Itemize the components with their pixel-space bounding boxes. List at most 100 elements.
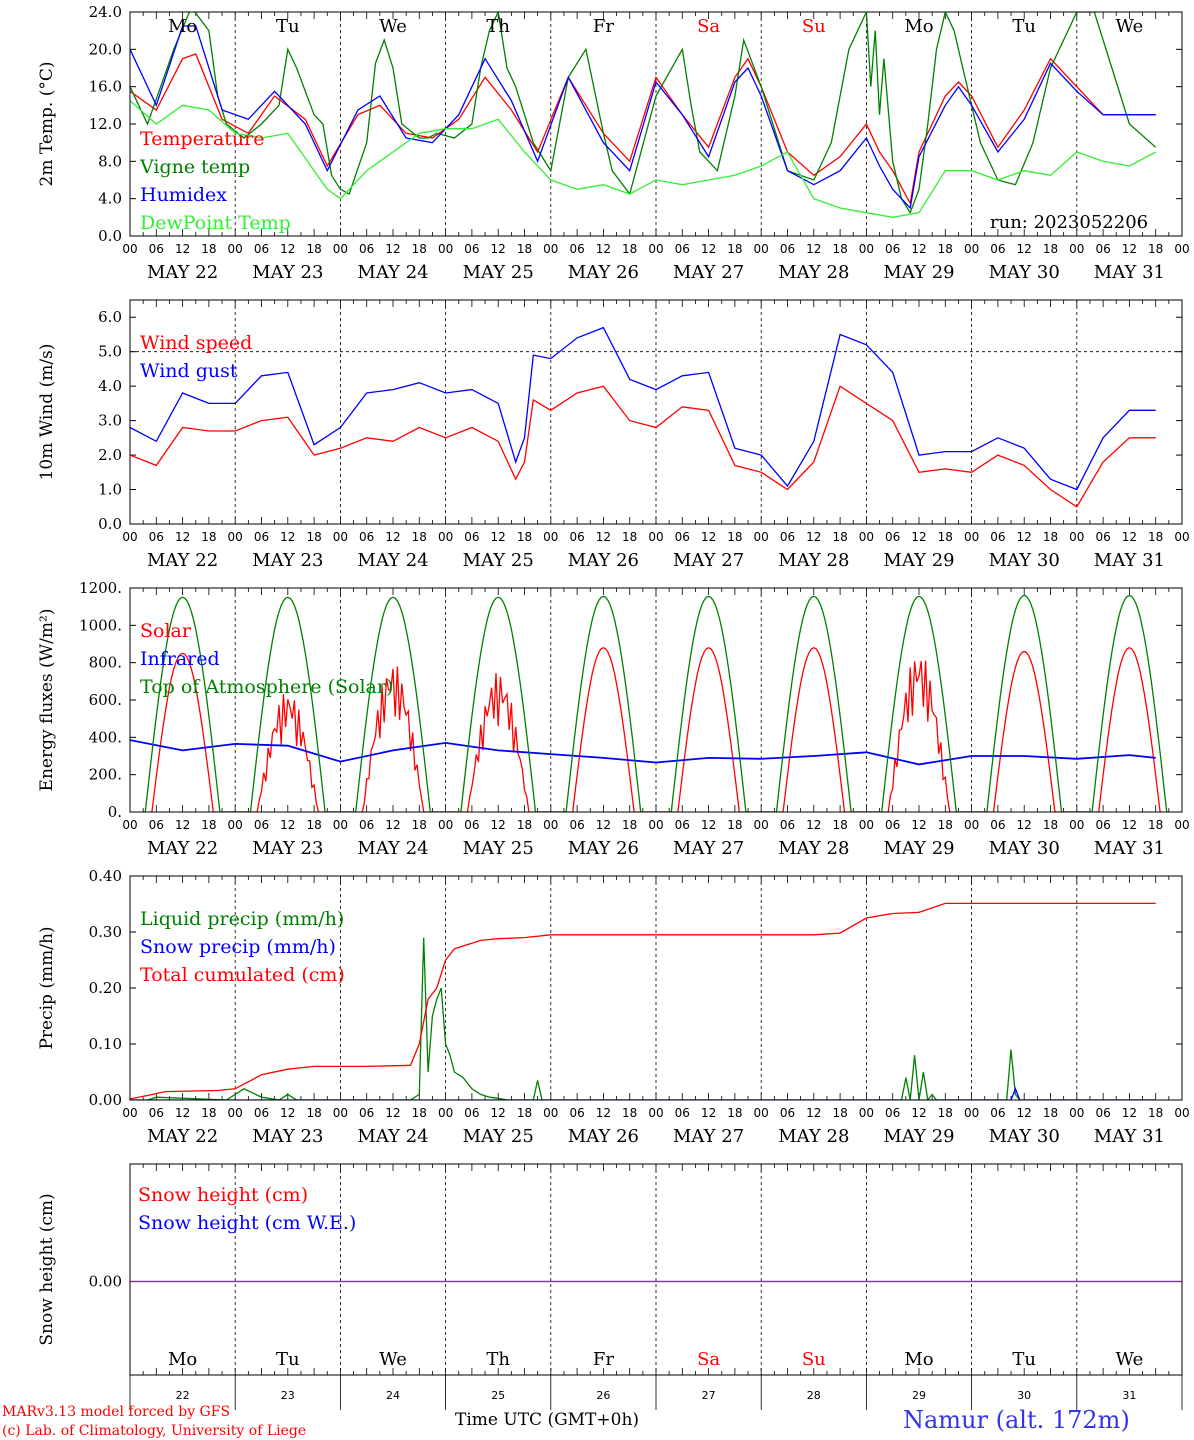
hour-label: 12	[1122, 530, 1137, 544]
hour-label: 18	[832, 530, 847, 544]
y-tick-label: 0.00	[89, 1273, 122, 1291]
date-label: MAY 27	[673, 550, 744, 571]
weekday-label: Tu	[1012, 1349, 1036, 1370]
hour-label: 12	[385, 530, 400, 544]
hour-label: 12	[806, 530, 821, 544]
date-label: MAY 25	[463, 550, 534, 571]
hour-label: 06	[254, 530, 269, 544]
hour-label: 06	[990, 1106, 1005, 1120]
weekday-label: Fr	[593, 1349, 614, 1370]
date-label: MAY 25	[463, 1126, 534, 1147]
hour-label: 00	[1069, 818, 1084, 832]
date-label: MAY 31	[1094, 1126, 1165, 1147]
hour-label: 06	[464, 1106, 479, 1120]
y-tick-label: 5.0	[98, 343, 122, 361]
hour-label: 00	[1174, 1106, 1189, 1120]
hour-label: 00	[228, 1106, 243, 1120]
weekday-label: Su	[802, 1349, 826, 1370]
hour-label: 06	[359, 530, 374, 544]
hour-label: 12	[1122, 1106, 1137, 1120]
hour-label: 12	[1122, 242, 1137, 256]
hour-label: 12	[596, 818, 611, 832]
hour-label: 06	[780, 1106, 795, 1120]
hour-label: 18	[1043, 242, 1058, 256]
hour-label: 12	[175, 818, 190, 832]
hour-label: 00	[859, 530, 874, 544]
date-label: MAY 30	[989, 838, 1060, 859]
date-label: MAY 28	[778, 838, 849, 859]
weekday-label: We	[1116, 1349, 1144, 1370]
hour-label: 06	[675, 242, 690, 256]
hour-label: 12	[806, 818, 821, 832]
hour-label: 06	[1095, 818, 1110, 832]
hour-label: 18	[1148, 242, 1163, 256]
hour-label: 12	[701, 1106, 716, 1120]
hour-label: 18	[1043, 1106, 1058, 1120]
hour-label: 12	[175, 530, 190, 544]
hour-label: 18	[306, 530, 321, 544]
y-tick-label: 600.	[89, 691, 122, 709]
y-tick-label: 1200.	[79, 579, 122, 597]
date-label: MAY 26	[568, 262, 639, 283]
date-label: MAY 23	[252, 262, 323, 283]
legend-entry: Snow height (cm)	[138, 1184, 308, 1206]
hour-label: 00	[543, 530, 558, 544]
hour-label: 00	[122, 818, 137, 832]
y-tick-label: 200.	[89, 766, 122, 784]
date-label: MAY 24	[357, 838, 428, 859]
hour-label: 18	[938, 530, 953, 544]
hour-label: 18	[727, 1106, 742, 1120]
hour-label: 06	[149, 818, 164, 832]
date-label: MAY 27	[673, 1126, 744, 1147]
y-tick-label: 0.0	[98, 515, 122, 533]
date-label: MAY 30	[989, 262, 1060, 283]
hour-label: 18	[938, 242, 953, 256]
hour-label: 06	[1095, 1106, 1110, 1120]
hour-label: 12	[1017, 242, 1032, 256]
y-tick-label: 0.	[108, 803, 122, 821]
day-number: 28	[807, 1389, 821, 1402]
hour-label: 00	[648, 242, 663, 256]
weekday-label: Tu	[276, 1349, 300, 1370]
series-snow-precip-mm-h-	[130, 1087, 1156, 1100]
date-label: MAY 26	[568, 1126, 639, 1147]
hour-label: 18	[306, 242, 321, 256]
hour-label: 00	[333, 242, 348, 256]
legend-entry: Liquid precip (mm/h)	[140, 908, 344, 930]
hour-label: 06	[254, 1106, 269, 1120]
legend-entry: Humidex	[140, 184, 227, 206]
hour-label: 00	[859, 242, 874, 256]
hour-label: 18	[201, 1106, 216, 1120]
date-label: MAY 29	[883, 838, 954, 859]
weekday-label: Sa	[697, 1349, 720, 1370]
plot-frame	[129, 875, 1183, 1101]
y-tick-label: 2.0	[98, 446, 122, 464]
hour-label: 06	[780, 242, 795, 256]
hour-label: 00	[754, 242, 769, 256]
hour-label: 00	[1069, 530, 1084, 544]
hour-label: 12	[280, 818, 295, 832]
hour-label: 00	[438, 242, 453, 256]
hour-label: 00	[859, 1106, 874, 1120]
series-group	[130, 902, 1156, 1100]
hour-label: 12	[1017, 1106, 1032, 1120]
hour-label: 12	[911, 818, 926, 832]
y-tick-label: 1000.	[79, 616, 122, 634]
hour-label: 00	[754, 530, 769, 544]
panel-wind: 0.0 1.0 2.0 3.0 4.0 5.0 6.0 10m Wind (m/s) Wind …	[37, 299, 1190, 571]
hour-label: 00	[1174, 242, 1189, 256]
hour-label: 12	[701, 530, 716, 544]
hour-label: 12	[491, 242, 506, 256]
hour-label: 12	[385, 242, 400, 256]
hour-label: 00	[122, 530, 137, 544]
hour-label: 18	[622, 818, 637, 832]
legend-entry: DewPoint Temp	[140, 212, 291, 234]
plot-frame	[129, 11, 1183, 237]
day-number: 23	[281, 1389, 295, 1402]
weekday-label: Mo	[904, 16, 933, 37]
hour-label: 18	[832, 818, 847, 832]
hour-label: 00	[333, 530, 348, 544]
hour-label: 06	[359, 1106, 374, 1120]
date-label: MAY 31	[1094, 262, 1165, 283]
hour-label: 00	[543, 818, 558, 832]
